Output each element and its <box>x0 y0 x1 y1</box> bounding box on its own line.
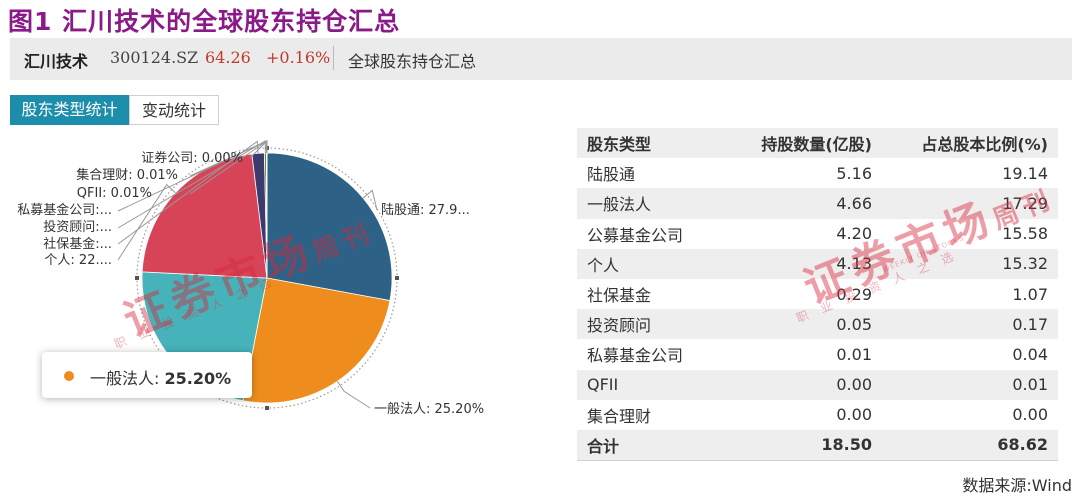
tooltip-label: 一般法人: <box>90 369 159 388</box>
stock-code: 300124.SZ <box>110 48 198 67</box>
row-ratio: 0.17 <box>882 309 1058 339</box>
stock-name: 汇川技术 <box>24 48 88 72</box>
pie-label-9: 集合理财: 0.01% <box>76 167 178 183</box>
row-ratio: 0.01 <box>882 370 1058 400</box>
row-type: QFII <box>577 370 717 400</box>
stock-header-bar: 汇川技术 300124.SZ 64.26 +0.16% 全球股东持仓汇总 <box>10 38 1072 80</box>
ring-tick-4 <box>395 276 399 280</box>
pie-leader-line-2 <box>337 381 370 408</box>
total-label: 合计 <box>577 430 717 461</box>
header-subtitle: 全球股东持仓汇总 <box>348 48 476 72</box>
pie-label-7: 私募基金公司:... <box>17 202 112 218</box>
row-shares: 0.00 <box>717 370 882 400</box>
pie-label-5: 社保基金:... <box>43 236 112 252</box>
row-shares: 5.16 <box>717 158 882 188</box>
data-source: 数据来源:Wind <box>962 472 1072 496</box>
pie-label-10: 证券公司: 0.00% <box>141 150 243 166</box>
tab-change-stats[interactable]: 变动统计 <box>129 95 219 125</box>
header-divider <box>333 46 334 70</box>
pie-label-8: QFII: 0.01% <box>77 186 152 201</box>
row-ratio: 1.07 <box>882 279 1058 309</box>
table-total-row: 合计 18.50 68.62 <box>577 430 1058 461</box>
total-shares: 18.50 <box>717 430 882 461</box>
figure-title: 图1 汇川技术的全球股东持仓汇总 <box>8 2 400 38</box>
row-ratio: 0.04 <box>882 339 1058 369</box>
tooltip-value: 25.20% <box>165 369 232 388</box>
pie-tooltip: 一般法人: 25.20% <box>42 352 252 398</box>
row-type: 投资顾问 <box>577 309 717 339</box>
row-type: 陆股通 <box>577 158 717 188</box>
row-shares: 0.01 <box>717 339 882 369</box>
tab-holder-type-stats[interactable]: 股东类型统计 <box>10 95 129 125</box>
row-ratio: 0.00 <box>882 400 1058 430</box>
header-ratio: 占总股本比例(%) <box>882 128 1058 158</box>
row-type: 公募基金公司 <box>577 219 717 249</box>
row-shares: 0.00 <box>717 400 882 430</box>
stock-change: +0.16% <box>266 48 330 67</box>
pie-label-2: 一般法人: 25.20% <box>374 401 484 417</box>
header-shares: 持股数量(亿股) <box>717 128 882 158</box>
total-ratio: 68.62 <box>882 430 1058 461</box>
row-type: 个人 <box>577 249 717 279</box>
row-shares: 4.66 <box>717 188 882 218</box>
header-holder-type: 股东类型 <box>577 128 717 158</box>
pie-label-4: 个人: 22.... <box>44 253 112 268</box>
row-type: 一般法人 <box>577 188 717 218</box>
table-header-row: 股东类型 持股数量(亿股) 占总股本比例(%) <box>577 128 1058 158</box>
tooltip-legend-dot <box>64 371 74 381</box>
pie-label-1: 陆股通: 27.9... <box>381 202 470 218</box>
row-type: 私募基金公司 <box>577 339 717 369</box>
row-type: 集合理财 <box>577 400 717 430</box>
row-type: 社保基金 <box>577 279 717 309</box>
ring-tick-2 <box>265 406 269 410</box>
stock-price: 64.26 <box>205 48 251 67</box>
pie-label-6: 投资顾问:... <box>43 219 112 235</box>
